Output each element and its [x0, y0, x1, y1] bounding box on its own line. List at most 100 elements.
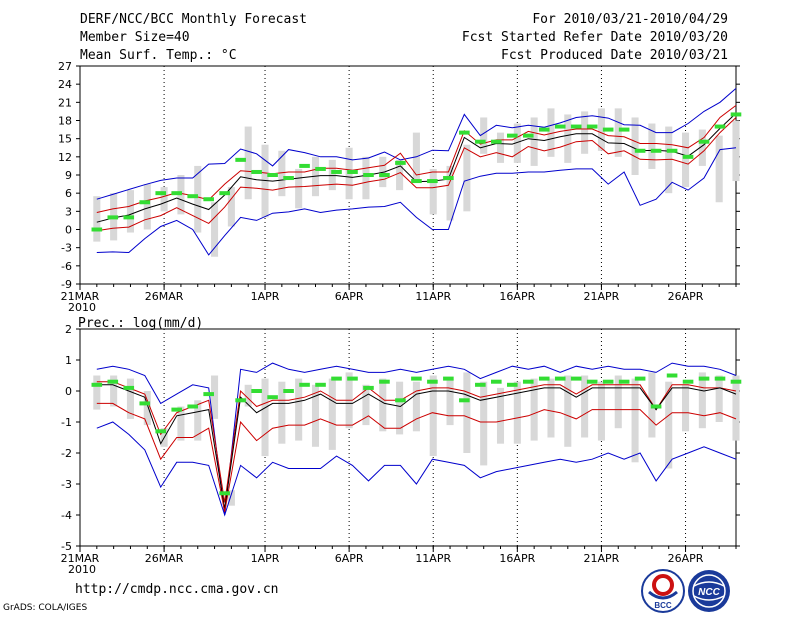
temperature-observed-mark	[315, 166, 326, 171]
precipitation-observed-mark	[714, 376, 726, 381]
temperature-observed-mark	[123, 215, 135, 220]
bcc-logo: BCC	[641, 569, 685, 613]
precipitation-spread-box	[715, 375, 723, 422]
temperature-ytick-label: -3	[61, 242, 72, 255]
precipitation-xtick-label: 21MAR	[61, 552, 100, 565]
precipitation-spread-box	[530, 378, 538, 441]
temperature-spread-box	[597, 108, 605, 151]
precipitation-observed-mark	[299, 382, 310, 387]
precipitation-xtick-label: 11APR	[415, 552, 451, 565]
temperature-observed-mark	[666, 148, 678, 153]
precipitation-observed-mark	[331, 376, 342, 381]
temperature-observed-mark	[347, 169, 358, 174]
precip-title: Prec.: log(mm/d)	[78, 316, 203, 331]
temperature-observed-mark	[443, 176, 454, 181]
member-size-label: Member Size=40	[80, 30, 190, 45]
temperature-observed-mark	[171, 191, 183, 196]
precipitation-spread-box	[396, 381, 404, 435]
temperature-observed-mark	[187, 194, 198, 199]
temperature-spread-box	[328, 159, 336, 191]
temperature-spread-box	[429, 168, 437, 215]
precipitation-observed-mark	[379, 379, 390, 384]
precipitation-spread-box	[379, 378, 387, 432]
precipitation-spread-box	[311, 384, 320, 447]
svg-text:BCC: BCC	[654, 601, 672, 610]
precipitation-observed-mark	[666, 373, 678, 378]
precipitation-xtick-label: 26MAR	[145, 552, 184, 565]
temperature-observed-mark	[363, 173, 374, 177]
precipitation-observed-mark	[139, 401, 151, 406]
temperature-spread-box	[732, 120, 740, 182]
temperature-observed-mark	[379, 173, 390, 177]
temperature-observed-mark	[650, 148, 662, 153]
temperature-observed-mark	[91, 227, 103, 232]
precipitation-observed-mark	[155, 429, 167, 434]
precipitation-spread-box	[698, 372, 706, 429]
temperature-observed-mark	[538, 127, 550, 132]
temperature-spread-box	[547, 108, 555, 157]
temperature-ytick-label: 27	[58, 60, 72, 73]
temperature-observed-mark	[602, 127, 614, 132]
forecast-started-label: Fcst Started Refer Date 2010/03/20	[461, 30, 728, 45]
ncc-logo: NCC	[688, 570, 730, 612]
temperature-spread-box	[194, 165, 202, 233]
precipitation-spread-box	[261, 378, 269, 457]
precipitation-observed-mark	[538, 376, 550, 381]
precipitation-spread-box	[547, 378, 555, 438]
temperature-spread-box	[93, 196, 101, 242]
temperature-spread-box	[614, 108, 622, 157]
temperature-spread-box	[396, 159, 404, 191]
forecast-produced-label: Fcst Produced Date 2010/03/21	[501, 48, 728, 63]
temperature-series-upper	[96, 105, 737, 213]
temperature-observed-mark	[586, 124, 598, 129]
temperature-xtick-label: 11APR	[415, 290, 451, 303]
temperature-observed-mark	[459, 130, 470, 135]
temperature-xtick-label: 26MAR	[145, 290, 184, 303]
precipitation-spread-box	[412, 381, 420, 432]
precipitation-spread-box	[278, 381, 286, 444]
precipitation-spread-box	[581, 375, 589, 438]
precipitation-observed-mark	[459, 398, 470, 403]
temperature-xtick-year: 2010	[68, 301, 96, 314]
precipitation-observed-mark	[618, 379, 630, 384]
temperature-spread-box	[211, 202, 219, 257]
precipitation-xtick-label: 21APR	[584, 552, 620, 565]
temperature-xtick-label: 26APR	[668, 290, 704, 303]
precipitation-ytick-label: -4	[61, 509, 72, 522]
precipitation-ytick-label: 1	[65, 354, 72, 367]
precipitation-spread-box	[244, 384, 252, 407]
temperature-observed-mark	[155, 191, 167, 196]
chart-title: DERF/NCC/BCC Monthly Forecast	[80, 12, 307, 27]
precipitation-ytick-label: -5	[61, 540, 72, 553]
precipitation-ytick-label: 2	[65, 323, 72, 336]
precipitation-spread-box	[429, 375, 437, 457]
temperature-observed-mark	[634, 148, 646, 153]
temperature-observed-mark	[299, 163, 310, 168]
precipitation-observed-mark	[443, 376, 454, 381]
temperature-observed-mark	[235, 157, 246, 162]
precipitation-observed-mark	[395, 398, 406, 403]
temperature-observed-mark	[554, 124, 566, 129]
temperature-ytick-label: 21	[58, 96, 72, 109]
precipitation-observed-mark	[187, 404, 198, 409]
temperature-observed-mark	[251, 169, 262, 174]
precipitation-series-max	[96, 362, 737, 516]
precipitation-observed-mark	[506, 382, 518, 387]
precipitation-xtick-label: 26APR	[668, 552, 704, 565]
temperature-observed-mark	[267, 173, 278, 177]
temperature-observed-mark	[682, 154, 694, 159]
precipitation-observed-mark	[586, 379, 598, 384]
temperature-spread-box	[446, 165, 454, 221]
temperature-series-min	[96, 147, 737, 256]
precipitation-ytick-label: -3	[61, 478, 72, 491]
precipitation-spread-box	[295, 378, 303, 441]
temperature-spread-box	[278, 150, 286, 197]
temperature-spread-box	[715, 135, 723, 203]
precipitation-spread-box	[564, 375, 572, 447]
precipitation-spread-box	[597, 381, 605, 441]
precipitation-xtick-label: 16APR	[499, 552, 535, 565]
source-url[interactable]: http://cmdp.ncc.cma.gov.cn	[75, 582, 279, 597]
temperature-spread-box	[295, 168, 303, 209]
precipitation-observed-mark	[634, 376, 646, 381]
